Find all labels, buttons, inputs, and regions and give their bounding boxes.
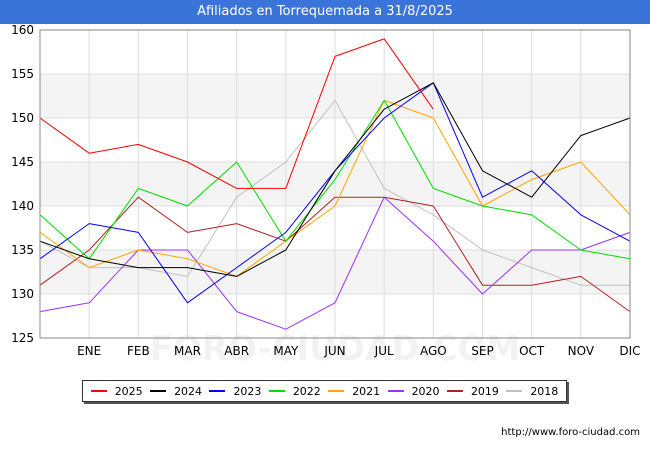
legend-swatch <box>387 390 404 392</box>
x-tick-label: JUN <box>323 344 345 358</box>
legend: 2025 2024 2023 2022 2021 2020 2019 2018 <box>82 380 567 402</box>
legend-label: 2019 <box>470 384 499 398</box>
legend-label: 2020 <box>411 384 440 398</box>
y-tick-label: 130 <box>11 287 34 301</box>
y-tick-label: 155 <box>11 67 34 81</box>
legend-swatch <box>268 390 285 392</box>
y-tick-label: 125 <box>11 331 34 345</box>
legend-label: 2022 <box>292 384 321 398</box>
x-tick-label: ABR <box>224 344 249 358</box>
y-tick-label: 135 <box>11 243 34 257</box>
x-tick-label: ENE <box>77 344 101 358</box>
legend-item-2023: 2023 <box>209 385 261 398</box>
legend-swatch <box>328 390 345 392</box>
series-line-2024 <box>39 82 631 277</box>
legend-label: 2024 <box>174 384 203 398</box>
legend-swatch <box>506 390 523 392</box>
x-tick-label: SEP <box>471 344 493 358</box>
legend-label: 2021 <box>352 384 381 398</box>
plot-frame <box>39 29 631 339</box>
x-tick-label: DIC <box>619 344 640 358</box>
legend-item-2019: 2019 <box>446 384 499 398</box>
chart-title: Afiliados en Torrequemada a 31/8/2025 <box>0 0 650 24</box>
y-tick-label: 145 <box>11 155 34 169</box>
x-tick-label: MAY <box>273 344 299 358</box>
series-line-2022 <box>39 99 631 260</box>
legend-item-2020: 2020 <box>387 384 440 398</box>
x-tick-label: MAR <box>174 344 201 358</box>
legend-swatch <box>209 390 226 392</box>
y-tick-label: 160 <box>11 23 34 37</box>
legend-item-2025: 2025 <box>90 384 143 398</box>
legend-label: 2023 <box>233 384 262 398</box>
legend-item-2021: 2021 <box>328 385 380 398</box>
series-line-2021 <box>39 99 631 277</box>
source-link[interactable]: http://www.foro-ciudad.com <box>501 427 640 438</box>
legend-item-2022: 2022 <box>268 384 321 398</box>
legend-label: 2025 <box>114 384 143 398</box>
legend-label: 2018 <box>530 384 559 398</box>
series-line-2025 <box>39 38 434 189</box>
y-tick-labels: 125 130 135 140 145 150 155 160 <box>11 23 34 345</box>
legend-item-2018: 2018 <box>506 385 558 398</box>
y-tick-label: 150 <box>11 111 34 125</box>
legend-swatch <box>150 390 167 392</box>
x-tick-label: NOV <box>568 344 595 358</box>
legend-swatch <box>90 390 107 392</box>
x-tick-label: AGO <box>420 344 447 358</box>
legend-swatch <box>446 390 463 392</box>
y-tick-label: 140 <box>11 199 34 213</box>
series-line-2019 <box>39 196 631 313</box>
watermark: FORO-CIUDAD.COM <box>150 329 521 369</box>
x-tick-labels: ENE FEB MAR ABR MAY JUN JUL AGO SEP OCT NOV DIC <box>77 344 640 358</box>
legend-item-2024: 2024 <box>150 385 202 398</box>
x-tick-label: OCT <box>519 344 545 358</box>
series-lines <box>39 38 631 330</box>
x-tick-label: JUL <box>374 344 394 358</box>
x-tick-label: FEB <box>127 344 150 358</box>
